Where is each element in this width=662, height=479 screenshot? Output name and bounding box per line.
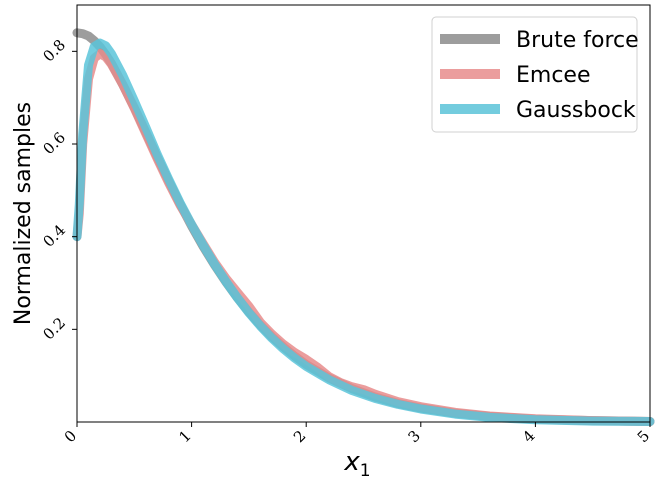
series-line-gaussbock xyxy=(72,38,655,426)
x-tick-label: 4 xyxy=(519,427,538,446)
x-tick-label: 2 xyxy=(290,427,309,446)
plot-frame xyxy=(76,4,651,423)
x-tick-label: 0 xyxy=(61,427,80,446)
y-tick-label: 0.2 xyxy=(39,314,69,344)
y-tick-label: 0.6 xyxy=(39,128,69,158)
series-lines xyxy=(72,28,655,426)
legend-label: Emcee xyxy=(516,63,591,88)
y-axis-ticks: 0.2 0.4 0.6 0.8 xyxy=(39,36,77,344)
x-tick-label: 1 xyxy=(175,427,194,446)
legend-label: Brute force xyxy=(516,28,639,53)
legend: Brute force Emcee Gaussbock xyxy=(431,16,639,133)
x-tick-label: 3 xyxy=(405,427,424,446)
y-tick-label: 0.8 xyxy=(39,36,69,66)
y-axis-label: Normalized samples xyxy=(11,102,36,325)
x-axis-label: x1 xyxy=(343,447,370,479)
y-tick-label: 0.4 xyxy=(39,221,69,251)
legend-box xyxy=(431,16,638,133)
x-tick-label: 5 xyxy=(634,427,653,446)
x-axis-ticks: 0 1 2 3 4 5 xyxy=(61,422,653,446)
legend-label: Gaussbock xyxy=(516,98,636,123)
